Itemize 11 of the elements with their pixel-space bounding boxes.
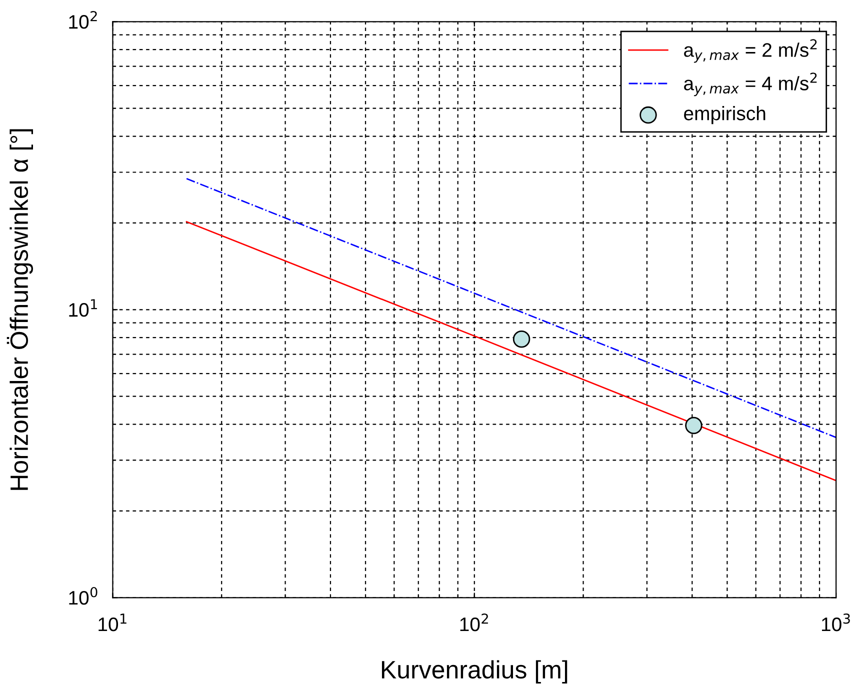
legend-label: a$_{y,max}$ = 4 m/s$^{2}$ — [684, 72, 817, 96]
x-tick-label: 10$^{1}$ — [98, 614, 126, 632]
x-axis-title: Kurvenradius [m] — [382, 660, 568, 684]
x-tick-label: 10$^{2}$ — [460, 613, 488, 632]
y-tick-label: 10$^{1}$ — [69, 299, 97, 317]
legend-label: empirisch — [684, 106, 766, 124]
x-tick-label: 10$^{3}$ — [822, 613, 850, 632]
y-tick-label: 10$^{0}$ — [69, 586, 98, 605]
y-axis-title: Horizontaler Öffnungswinkel α [°] — [6, 129, 34, 490]
legend-label: a$_{y,max}$ = 2 m/s$^{2}$ — [684, 39, 817, 63]
y-tick-label: 10$^{2}$ — [69, 11, 97, 29]
